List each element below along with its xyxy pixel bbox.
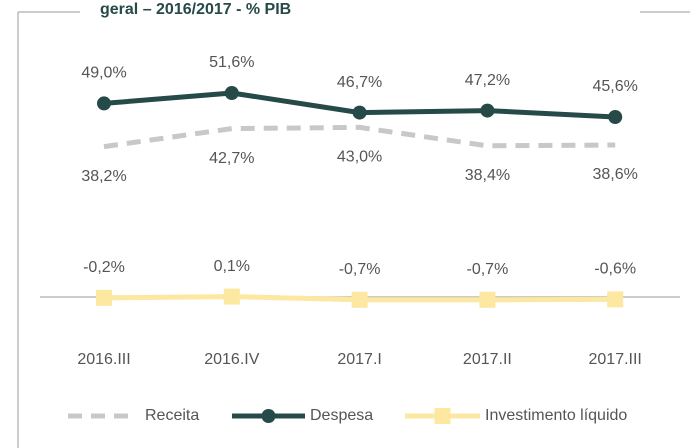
- legend-label: Investimento líquido: [485, 407, 627, 424]
- point: [223, 288, 240, 305]
- series-line: [103, 124, 616, 150]
- data-label: 43,0%: [337, 149, 382, 166]
- x-tick-label: 2017.III: [589, 351, 642, 368]
- data-label: -0,7%: [467, 261, 509, 278]
- data-label: -0,2%: [83, 259, 125, 276]
- data-label: 42,7%: [209, 150, 254, 167]
- point: [608, 110, 623, 124]
- x-tick-label: 2016.IV: [204, 351, 259, 368]
- data-label: 0,1%: [214, 258, 250, 275]
- data-label: -0,7%: [339, 261, 381, 278]
- point: [607, 291, 624, 308]
- point: [97, 96, 111, 111]
- point: [479, 291, 496, 308]
- data-label: -0,6%: [594, 261, 636, 278]
- legend-label: Despesa: [310, 407, 373, 424]
- data-label: 38,6%: [593, 166, 638, 183]
- data-label: 45,6%: [593, 78, 638, 95]
- data-label: 49,0%: [81, 65, 126, 82]
- point: [352, 105, 367, 120]
- data-label: 46,7%: [337, 74, 382, 91]
- data-label: 47,2%: [465, 72, 510, 89]
- x-tick-label: 2017.I: [337, 351, 381, 368]
- x-tick-label: 2017.II: [463, 351, 512, 368]
- legend-label: Receita: [145, 407, 199, 424]
- point: [224, 86, 239, 100]
- point: [480, 103, 495, 118]
- data-label: 38,2%: [81, 168, 126, 185]
- point: [351, 291, 368, 308]
- legend-marker: [434, 408, 451, 424]
- x-tick-label: 2016.III: [77, 351, 130, 368]
- point: [96, 289, 112, 306]
- data-label: 51,6%: [209, 54, 254, 71]
- data-label: 38,4%: [465, 167, 510, 184]
- chart-title: geral – 2016/2017 - % PIB: [100, 1, 291, 18]
- legend-marker: [261, 409, 276, 423]
